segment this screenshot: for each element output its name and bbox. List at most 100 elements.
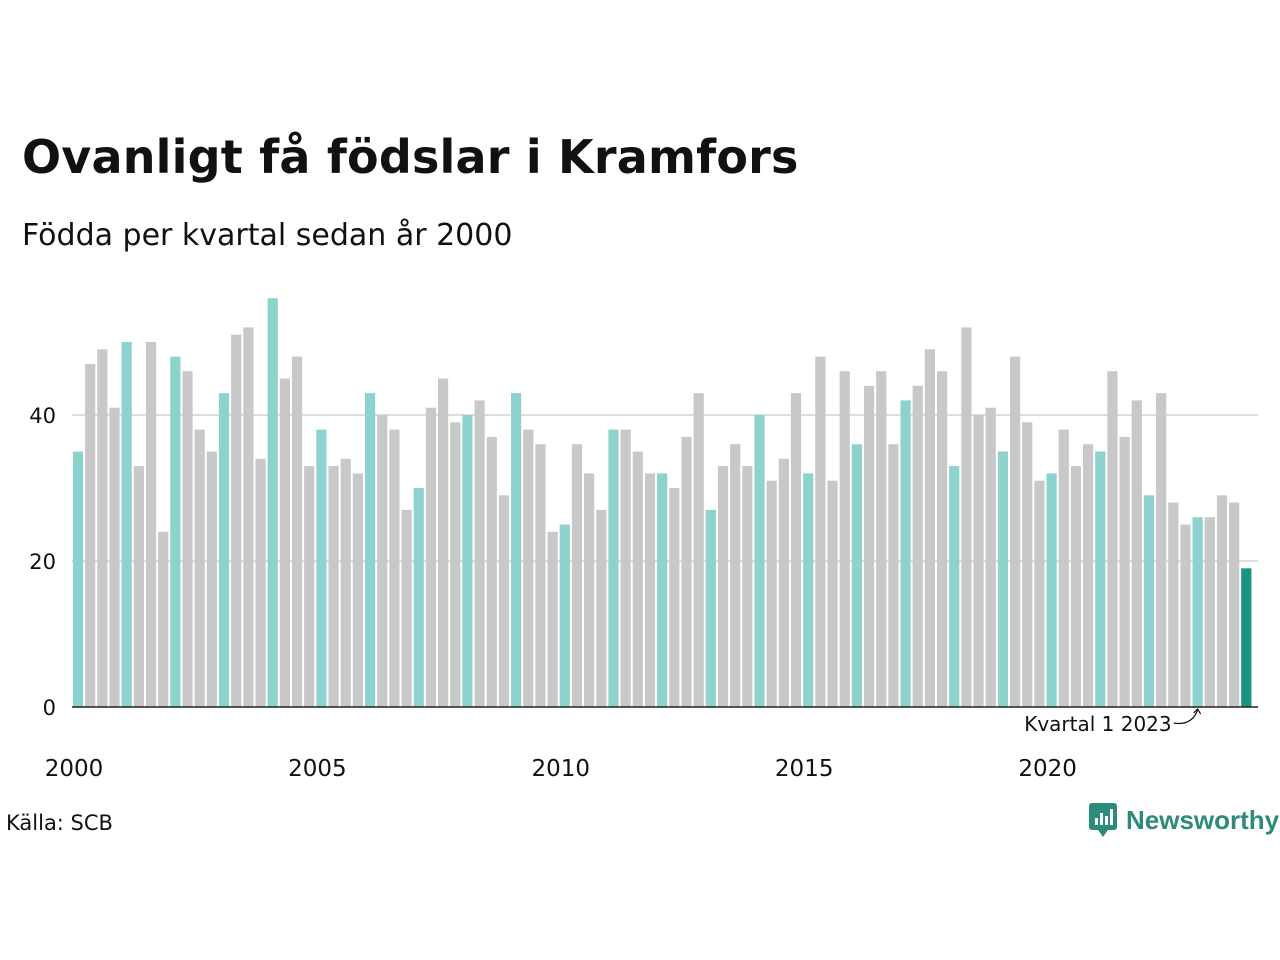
bar (620, 429, 631, 707)
bar (1034, 480, 1045, 707)
axes: 0 20 40 2000 2005 2010 2015 2020 (29, 404, 1258, 782)
bar (316, 429, 327, 707)
x-tick-label: 2005 (288, 756, 347, 782)
bar (571, 444, 583, 707)
bar (1229, 502, 1240, 707)
bar (839, 371, 850, 707)
bar (145, 342, 157, 707)
chart-subtitle: Födda per kvartal sedan år 2000 (22, 218, 513, 253)
annotation-label: Kvartal 1 2023 (1024, 712, 1171, 736)
bar (340, 458, 351, 707)
bar (1119, 436, 1130, 707)
bar (596, 509, 607, 707)
bar (681, 436, 692, 707)
bar (72, 451, 84, 707)
bar (352, 473, 364, 707)
bar (1009, 356, 1021, 707)
bar (182, 371, 193, 707)
bar (85, 363, 96, 707)
y-tick-label: 40 (29, 404, 56, 428)
bar (924, 349, 935, 707)
x-tick-label: 2015 (775, 756, 834, 782)
bar (425, 407, 437, 707)
bar (498, 495, 510, 707)
bar (584, 473, 595, 707)
bar (985, 407, 996, 707)
bar (231, 334, 242, 707)
bar (888, 444, 899, 707)
bar (291, 356, 303, 707)
bar (973, 415, 984, 707)
brand-name: Newsworthy (1126, 804, 1280, 835)
newsworthy-logo-icon (1089, 803, 1117, 837)
bar (194, 429, 205, 707)
bar (669, 488, 680, 707)
bar (1070, 466, 1082, 707)
bar (547, 531, 558, 707)
bar-chart: 0 20 40 2000 2005 2010 2015 2020 Kvartal 1 2023 (29, 298, 1258, 782)
bar (1216, 495, 1228, 707)
bar (742, 466, 753, 707)
bar (1046, 473, 1057, 707)
bar (279, 378, 290, 707)
bar (1143, 495, 1155, 707)
bar (377, 415, 388, 707)
bar (486, 436, 497, 707)
bar (133, 466, 144, 707)
annotation-arrow (1173, 709, 1199, 725)
bar (243, 327, 254, 707)
bar (657, 473, 668, 707)
bar (1168, 502, 1179, 707)
bar (961, 327, 972, 707)
bar (206, 451, 217, 707)
bar (766, 480, 777, 707)
bar (997, 451, 1009, 707)
bar (778, 458, 789, 707)
bar (170, 356, 181, 707)
bar (511, 393, 522, 707)
bar (815, 356, 826, 707)
bar (632, 451, 643, 707)
bar (267, 298, 278, 707)
bar (936, 371, 948, 707)
bar (949, 466, 960, 707)
bar (1131, 400, 1142, 707)
bar (851, 444, 862, 707)
bar (1083, 444, 1094, 707)
bar (438, 378, 449, 707)
bar (912, 385, 923, 707)
annotation-arrowhead (1193, 708, 1202, 715)
bar (1192, 517, 1203, 707)
bar (523, 429, 534, 707)
bar (608, 429, 619, 707)
bar (705, 509, 716, 707)
bar (1107, 371, 1118, 707)
bar (255, 458, 266, 707)
bar (863, 385, 875, 707)
bar (450, 422, 461, 707)
bar (790, 393, 802, 707)
chart-title: Ovanligt få födslar i Kramfors (22, 130, 799, 184)
bar (827, 480, 838, 707)
bar (535, 444, 546, 707)
bar (364, 393, 376, 707)
x-tick-label: 2020 (1018, 756, 1077, 782)
bar (1095, 451, 1106, 707)
bar (803, 473, 814, 707)
bar (717, 466, 729, 707)
bar (462, 415, 473, 707)
bar (730, 444, 741, 707)
bar (644, 473, 656, 707)
source-note: Källa: SCB (6, 811, 113, 835)
bar (1204, 517, 1215, 707)
bar (900, 400, 911, 707)
bar (401, 509, 412, 707)
bar (121, 342, 132, 707)
bar (693, 393, 704, 707)
newsworthy-logo: Newsworthy (1088, 802, 1279, 838)
y-tick-label: 0 (43, 696, 56, 720)
bar (304, 466, 315, 707)
bar (389, 429, 400, 707)
bar (218, 393, 230, 707)
bar (1022, 422, 1033, 707)
